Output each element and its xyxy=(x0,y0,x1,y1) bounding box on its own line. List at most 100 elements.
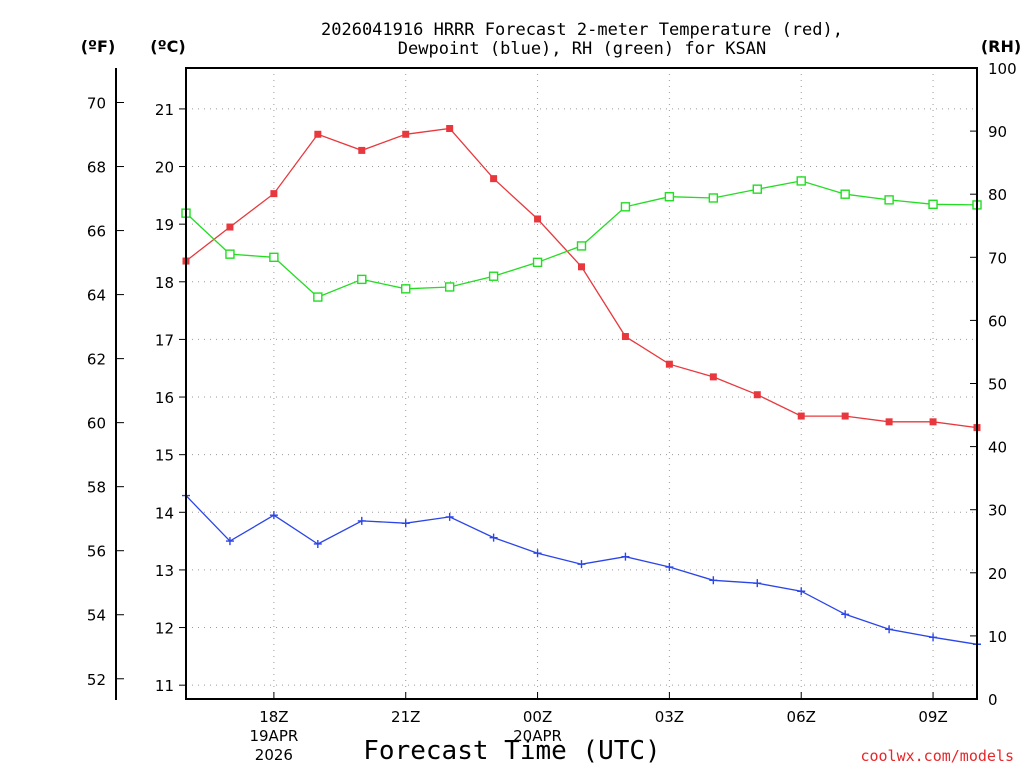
rh-point xyxy=(357,274,367,285)
dewpoint-point xyxy=(841,610,850,619)
temperature-point xyxy=(270,190,278,198)
celsius-tick-label: 20 xyxy=(155,159,174,177)
time-tick-label: 09Z xyxy=(918,708,947,726)
time-tick-date: 19APR xyxy=(249,727,298,745)
celsius-tick-label: 21 xyxy=(155,101,174,119)
rh-point xyxy=(488,271,499,281)
rh-tick-label: 30 xyxy=(988,502,1007,520)
rh-point xyxy=(752,184,762,194)
x-axis-title: Forecast Time (UTC) xyxy=(363,736,660,766)
time-tick-label: 06Z xyxy=(787,708,816,726)
rh-tick-label: 60 xyxy=(988,312,1007,330)
rh-point xyxy=(664,192,675,202)
rh-point xyxy=(313,292,323,302)
rh-tick-label: 80 xyxy=(988,186,1007,204)
fahrenheit-tick-label: 68 xyxy=(87,159,106,177)
temperature-point xyxy=(446,125,454,133)
celsius-tick-label: 11 xyxy=(155,677,174,695)
dewpoint-point xyxy=(225,537,234,546)
rh-tick-label: 90 xyxy=(988,123,1007,141)
time-tick-date: 20APR xyxy=(513,727,562,745)
chart-title-line1: 2026041916 HRRR Forecast 2-meter Tempera… xyxy=(321,20,843,40)
time-tick-year: 2026 xyxy=(255,746,293,764)
rh-tick-label: 20 xyxy=(988,565,1007,583)
credit-text: coolwx.com/models xyxy=(860,747,1014,765)
time-tick-label: 18Z xyxy=(259,708,288,726)
temperature-point xyxy=(490,175,498,183)
rh-tick-label: 70 xyxy=(988,249,1007,267)
rh-line xyxy=(185,180,978,298)
dewpoint-point xyxy=(401,519,410,528)
dewpoint-point xyxy=(577,560,586,569)
dewpoint-point xyxy=(313,539,322,548)
celsius-tick-label: 14 xyxy=(155,504,174,522)
plot-frame xyxy=(185,67,978,700)
temperature-point xyxy=(665,360,673,368)
temperature-point xyxy=(841,412,849,420)
dewpoint-point xyxy=(357,516,366,525)
temperature-point xyxy=(709,373,717,381)
rh-tick-label: 100 xyxy=(988,60,1017,78)
fahrenheit-tick-label: 62 xyxy=(87,351,106,369)
dewpoint-point xyxy=(929,633,938,642)
fahrenheit-tick-label: 58 xyxy=(87,479,106,497)
temperature-point xyxy=(797,412,805,420)
time-tick-label: 00Z xyxy=(523,708,552,726)
fahrenheit-tick-label: 54 xyxy=(87,607,106,625)
temperature-line xyxy=(185,127,978,429)
temperature-point xyxy=(929,418,937,426)
celsius-tick-label: 12 xyxy=(155,620,174,638)
fahrenheit-tick-label: 60 xyxy=(87,415,106,433)
dewpoint-point xyxy=(753,579,762,588)
fahrenheit-tick-label: 64 xyxy=(87,287,106,305)
fahrenheit-tick-label: 52 xyxy=(87,671,106,689)
fahrenheit-tick-label: 56 xyxy=(87,543,106,561)
data-series xyxy=(181,125,982,649)
dewpoint-point xyxy=(709,576,718,585)
dewpoint-point xyxy=(665,563,674,572)
dewpoint-point xyxy=(489,533,498,542)
rh-point xyxy=(928,199,938,209)
temperature-point xyxy=(314,130,322,138)
temperature-point xyxy=(753,391,761,399)
celsius-axis: 11 12 13 14 15 16 17 18 19 20 21 xyxy=(155,101,186,695)
rh-point xyxy=(708,193,719,203)
fahrenheit-tick-label: 66 xyxy=(87,223,106,241)
rh-point xyxy=(620,202,631,212)
temperature-point xyxy=(578,263,585,271)
fahrenheit-axis: 52 54 56 58 60 62 64 66 68 70 xyxy=(87,68,124,700)
temperature-point xyxy=(885,418,893,426)
temperature-point xyxy=(226,223,234,231)
temperature-point xyxy=(621,333,629,341)
celsius-tick-label: 19 xyxy=(155,216,174,234)
rh-unit-label: (RH) xyxy=(981,37,1021,56)
rh-point xyxy=(269,252,279,263)
time-tick-label: 21Z xyxy=(391,708,420,726)
dewpoint-point xyxy=(533,549,542,558)
rh-point xyxy=(884,195,894,205)
rh-tick-label: 0 xyxy=(988,691,998,709)
rh-tick-label: 40 xyxy=(988,439,1007,457)
celsius-tick-label: 17 xyxy=(155,331,174,349)
rh-point xyxy=(840,189,850,199)
rh-point xyxy=(796,176,806,186)
rh-tick-label: 50 xyxy=(988,376,1007,394)
dewpoint-point xyxy=(797,587,806,596)
celsius-tick-label: 16 xyxy=(155,389,174,407)
time-tick-label: 03Z xyxy=(655,708,684,726)
gridlines xyxy=(186,68,977,699)
celsius-tick-label: 15 xyxy=(155,447,174,465)
celsius-unit-label: (ºC) xyxy=(150,37,185,56)
rh-point xyxy=(225,249,235,259)
rh-point xyxy=(444,282,455,292)
dewpoint-point xyxy=(885,625,894,634)
temperature-point xyxy=(402,130,410,138)
fahrenheit-unit-label: (ºF) xyxy=(81,37,116,56)
fahrenheit-tick-label: 70 xyxy=(87,95,106,113)
temperature-point xyxy=(358,146,366,154)
rh-point xyxy=(532,257,543,268)
dewpoint-point xyxy=(621,552,630,561)
dewpoint-point xyxy=(445,512,454,521)
